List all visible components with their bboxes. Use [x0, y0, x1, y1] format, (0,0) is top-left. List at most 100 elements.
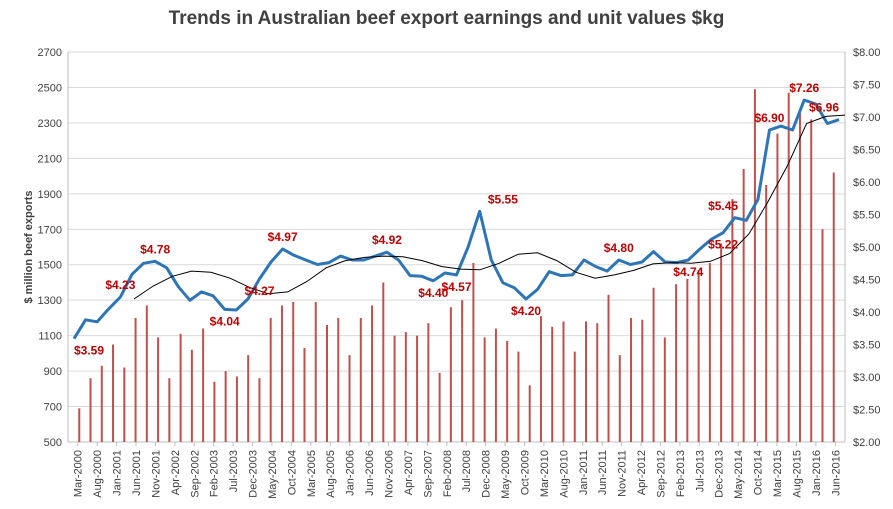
earnings-bar	[371, 305, 374, 442]
y-axis-title: $ million beef exports	[23, 190, 35, 303]
earnings-bar	[787, 92, 790, 442]
y-tick-label: 1900	[38, 189, 62, 201]
x-tick-label: May-2009	[500, 450, 512, 499]
x-tick-label: Mar-2005	[306, 450, 318, 497]
earnings-bar	[517, 351, 520, 442]
earnings-bar	[776, 133, 779, 442]
y2-tick-label: $4.50	[853, 275, 881, 287]
earnings-bar	[562, 321, 565, 442]
x-tick-label: Jun-2001	[131, 450, 143, 496]
data-label: $4.78	[140, 242, 170, 256]
earnings-bar	[247, 355, 250, 442]
x-tick-label: Apr-2007	[403, 450, 415, 495]
data-label: $3.59	[74, 344, 104, 358]
earnings-bar	[798, 110, 801, 442]
earnings-bar	[224, 371, 227, 442]
y2-tick-label: $3.50	[853, 340, 881, 352]
earnings-bar	[731, 199, 734, 442]
x-tick-label: Oct-2009	[519, 450, 531, 495]
earnings-bar	[461, 300, 464, 442]
data-label: $4.74	[673, 265, 703, 279]
earnings-bar	[145, 305, 148, 442]
earnings-bar	[753, 89, 756, 443]
y-tick-label: 500	[44, 437, 62, 449]
earnings-bar	[404, 332, 407, 442]
earnings-bar	[438, 372, 441, 442]
earnings-bar	[269, 317, 272, 442]
earnings-bar	[720, 243, 723, 442]
x-tick-label: Mar-2000	[73, 450, 85, 497]
earnings-bar	[89, 378, 92, 442]
earnings-bar	[157, 337, 160, 442]
x-tick-label: Jun-2011	[597, 450, 609, 495]
y2-tick-label: $2.00	[853, 437, 881, 449]
y-tick-label: 900	[44, 366, 62, 378]
earnings-bar	[449, 307, 452, 442]
data-label: $4.20	[511, 304, 541, 318]
data-label: $6.96	[809, 101, 839, 115]
x-tick-label: Jul-2003	[228, 450, 240, 492]
earnings-bar	[810, 119, 813, 442]
earnings-bar	[326, 325, 328, 442]
x-tick-label: Dec-2008	[481, 450, 493, 498]
data-label: $6.90	[754, 111, 784, 125]
y2-tick-label: $7.00	[853, 112, 881, 124]
earnings-bar	[202, 328, 205, 442]
y-tick-label: 2100	[38, 153, 62, 165]
earnings-bar	[528, 385, 531, 442]
x-tick-label: Jan-2001	[112, 450, 124, 496]
earnings-bar	[708, 262, 711, 442]
x-tick-label: Mar-2015	[772, 450, 784, 497]
earnings-bar	[314, 301, 317, 442]
data-label: $7.26	[789, 81, 819, 95]
earnings-bar	[607, 294, 610, 442]
earnings-bar	[280, 305, 283, 442]
y-tick-label: 1700	[38, 224, 62, 236]
x-tick-label: May-2014	[733, 450, 745, 499]
earnings-bar	[427, 323, 430, 442]
earnings-bar	[78, 408, 81, 442]
earnings-bar	[235, 376, 238, 442]
earnings-bar	[697, 270, 700, 442]
x-tick-label: Mar-2010	[539, 450, 551, 497]
y2-tick-label: $4.00	[853, 307, 881, 319]
y-tick-label: 700	[44, 402, 62, 414]
x-tick-label: Aug-2010	[558, 450, 570, 498]
y2-tick-label: $2.50	[853, 405, 881, 417]
earnings-bar	[675, 284, 678, 442]
data-label: $4.40	[418, 286, 448, 300]
x-tick-label: Jan-2006	[345, 450, 357, 496]
x-tick-label: Apr-2012	[636, 450, 648, 495]
x-tick-label: Jan-2011	[578, 450, 590, 495]
data-label: $4.80	[604, 241, 634, 255]
y2-tick-label: $8.00	[853, 47, 881, 59]
x-tick-label: Sep-2002	[189, 450, 201, 498]
earnings-bar	[596, 323, 599, 442]
earnings-bar	[641, 319, 644, 442]
y2-tick-label: $6.00	[853, 177, 881, 189]
y-tick-label: 1100	[38, 331, 62, 343]
earnings-bar	[573, 351, 576, 442]
x-tick-label: Nov-2001	[150, 450, 162, 498]
y2-tick-label: $3.00	[853, 372, 881, 384]
earnings-bar	[506, 340, 509, 442]
x-tick-label: Feb-2013	[675, 450, 687, 497]
earnings-bar	[618, 355, 621, 442]
x-tick-label: Oct-2014	[753, 450, 765, 495]
earnings-bar	[494, 328, 497, 442]
earnings-bar	[742, 169, 745, 442]
earnings-bar	[348, 355, 351, 442]
earnings-bar	[832, 172, 835, 442]
earnings-bar	[213, 381, 216, 442]
earnings-bar	[337, 317, 340, 442]
x-tick-label: Dec-2013	[714, 450, 726, 498]
x-tick-label: Aug-2005	[325, 450, 337, 498]
earnings-bar	[382, 282, 385, 442]
x-tick-label: Jul-2008	[461, 450, 473, 492]
earnings-bar	[416, 335, 419, 442]
x-tick-label: May-2004	[267, 450, 279, 499]
earnings-bar	[303, 348, 306, 442]
earnings-bar	[551, 326, 554, 442]
earnings-bar	[112, 344, 115, 442]
